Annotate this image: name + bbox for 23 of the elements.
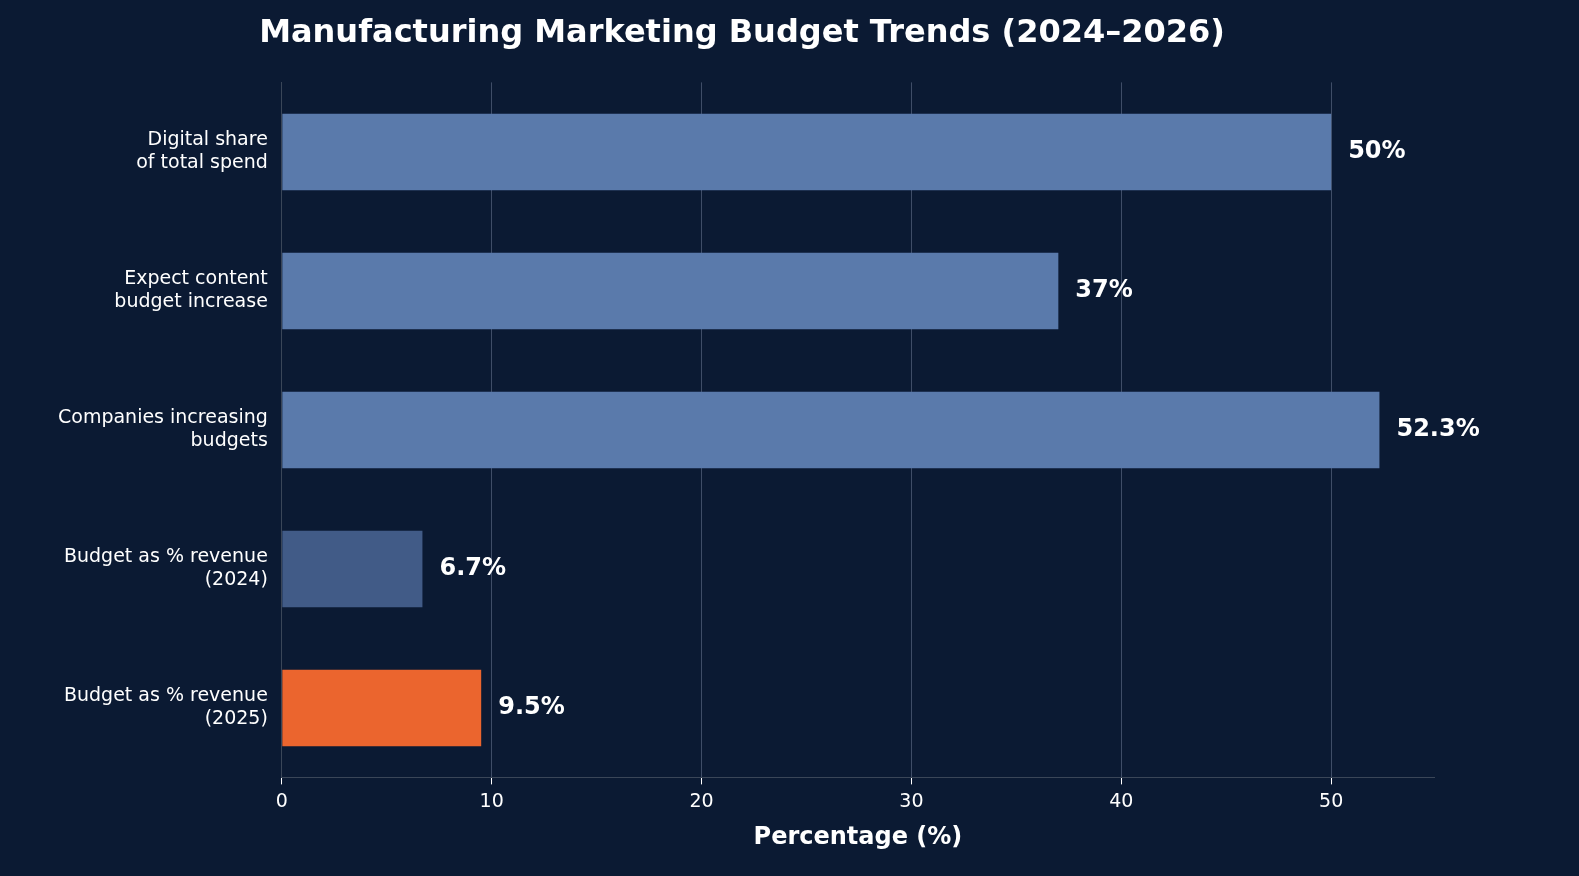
x-tick-label: 20 [689,788,714,811]
y-tick-label: Budget as % revenue (2024) [63,544,268,590]
bar [282,113,1332,191]
y-tick-label: Expect content budget increase [114,266,268,312]
data-label: 50% [1348,136,1406,165]
data-label: 6.7% [439,553,506,582]
data-label: 9.5% [498,692,565,721]
x-tick-label: 40 [1109,788,1134,811]
x-tick-label: 30 [899,788,924,811]
bar [282,530,423,608]
y-tick-label: Budget as % revenue (2025) [63,683,268,729]
bar [282,391,1380,469]
x-axis-title: Percentage (%) [753,821,963,850]
chart-title: Manufacturing Marketing Budget Trends (2024–2026) [259,11,1225,50]
bar [282,252,1059,330]
data-label: 52.3% [1396,414,1480,443]
bar [282,669,482,747]
y-tick-label: Companies increasing budgets [58,405,268,451]
x-tick-label: 50 [1319,788,1344,811]
x-tick-label: 0 [275,788,288,811]
x-tick-label: 10 [479,788,504,811]
y-tick-label: Digital share of total spend [136,127,268,173]
data-label: 37% [1075,275,1133,304]
